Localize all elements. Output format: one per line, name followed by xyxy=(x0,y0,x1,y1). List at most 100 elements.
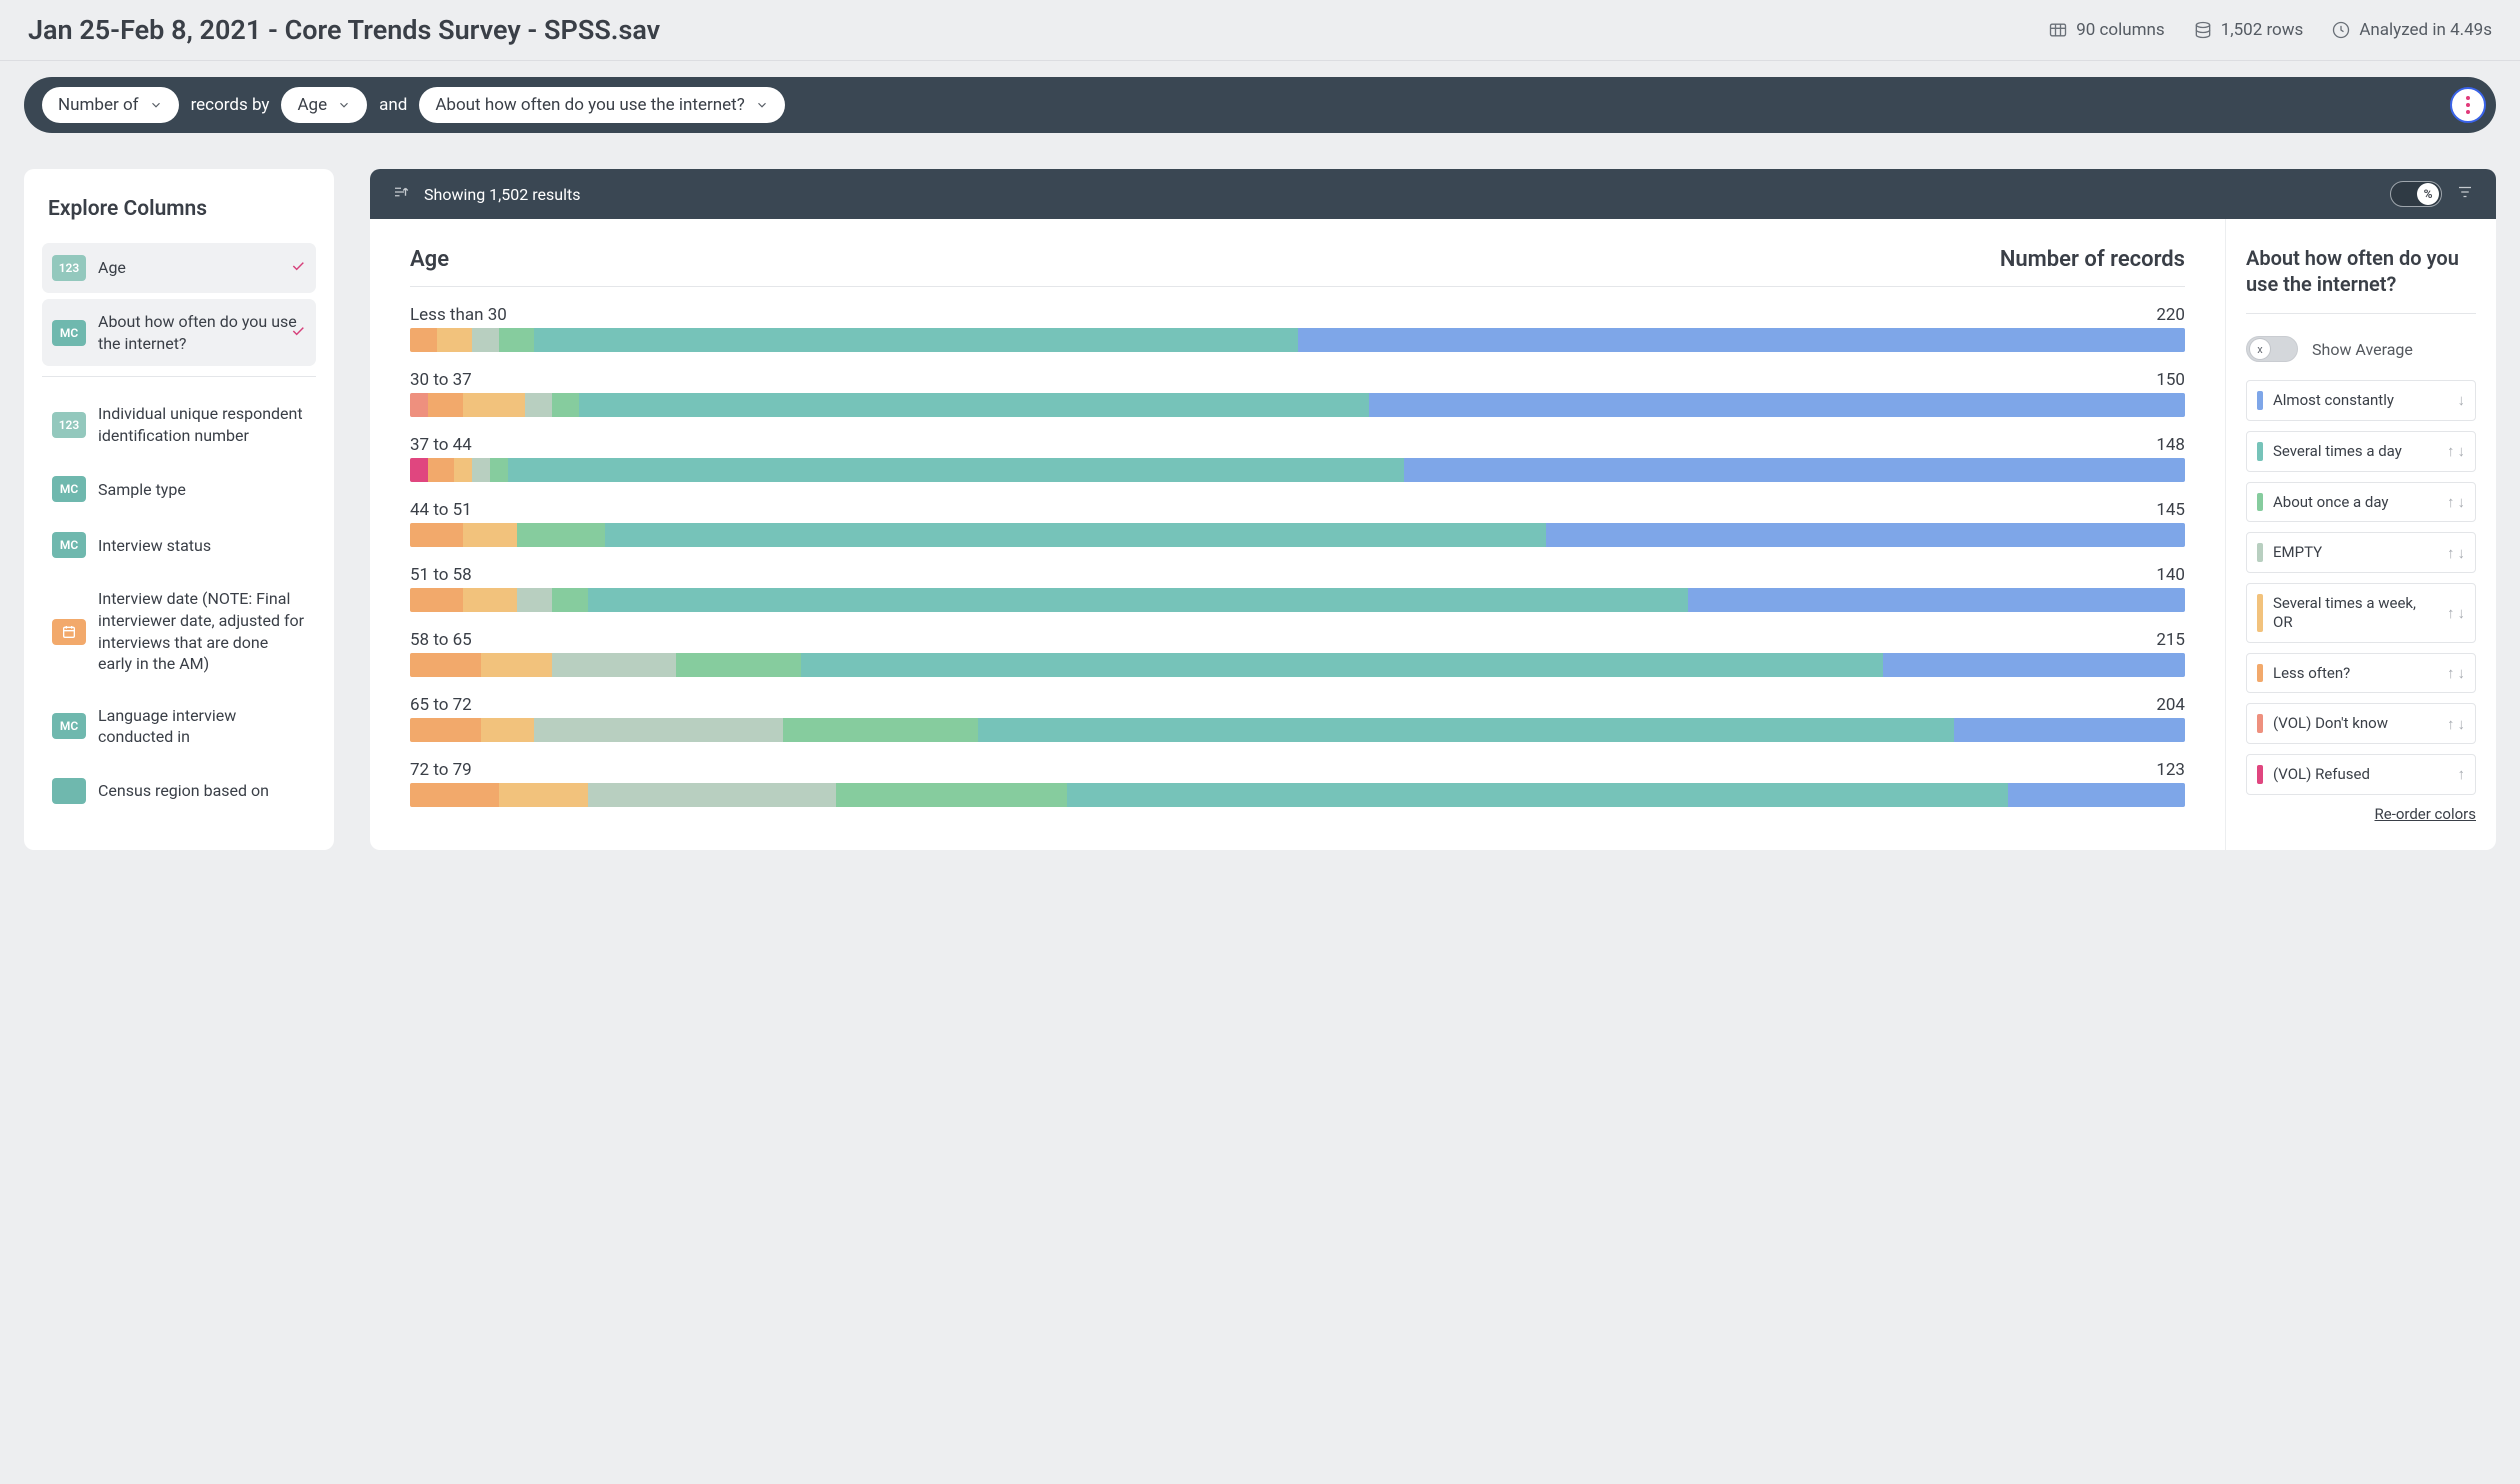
reorder-arrows: ↑↓ xyxy=(2447,493,2465,511)
sidebar-item[interactable]: MC Sample type xyxy=(42,464,316,514)
bar-segment[interactable] xyxy=(579,393,1369,417)
content-body: Age Number of records Less than 30 220 3… xyxy=(370,219,2496,850)
sidebar-item[interactable]: Census region based on xyxy=(42,766,316,816)
column-label: Individual unique respondent identificat… xyxy=(98,403,306,446)
dim1-select[interactable]: Age xyxy=(281,87,367,123)
bar-segment[interactable] xyxy=(499,783,588,807)
bar-segment[interactable] xyxy=(552,588,588,612)
move-down-icon[interactable]: ↓ xyxy=(2458,493,2466,511)
legend-item[interactable]: (VOL) Don't know ↑↓ xyxy=(2246,703,2476,744)
move-down-icon[interactable]: ↓ xyxy=(2458,664,2466,682)
bar-segment[interactable] xyxy=(1546,523,2185,547)
bar-segment[interactable] xyxy=(676,653,800,677)
bar-segment[interactable] xyxy=(454,458,472,482)
sidebar-item[interactable]: Interview date (NOTE: Final interviewer … xyxy=(42,576,316,686)
bar-segment[interactable] xyxy=(978,718,1954,742)
bar-segment[interactable] xyxy=(1954,718,2185,742)
bar-segment[interactable] xyxy=(1298,328,2186,352)
dim2-select[interactable]: About how often do you use the internet? xyxy=(419,87,784,123)
bar-segment[interactable] xyxy=(534,718,783,742)
move-up-icon[interactable]: ↑ xyxy=(2447,493,2455,511)
bar-segment[interactable] xyxy=(481,653,552,677)
move-up-icon[interactable]: ↑ xyxy=(2447,544,2455,562)
bar-segment[interactable] xyxy=(428,458,455,482)
bar-segment[interactable] xyxy=(552,653,676,677)
show-average-toggle[interactable]: x xyxy=(2246,336,2298,362)
legend-item[interactable]: Less often? ↑↓ xyxy=(2246,653,2476,694)
bar-segment[interactable] xyxy=(472,458,490,482)
bar-segment[interactable] xyxy=(552,393,579,417)
bar-segment[interactable] xyxy=(410,523,463,547)
move-up-icon[interactable]: ↑ xyxy=(2447,715,2455,733)
bar-segment[interactable] xyxy=(437,328,473,352)
bar-segment[interactable] xyxy=(410,393,428,417)
bar-segment[interactable] xyxy=(499,328,535,352)
bar-segment[interactable] xyxy=(605,523,1546,547)
bar-segment[interactable] xyxy=(1688,588,2185,612)
bar-segment[interactable] xyxy=(1369,393,2186,417)
move-down-icon[interactable]: ↓ xyxy=(2458,715,2466,733)
move-up-icon[interactable]: ↑ xyxy=(2447,442,2455,460)
legend-item[interactable]: Several times a day ↑↓ xyxy=(2246,431,2476,472)
bar-segment[interactable] xyxy=(410,458,428,482)
bar-segment[interactable] xyxy=(517,588,553,612)
sidebar-item[interactable]: 123 Individual unique respondent identif… xyxy=(42,391,316,458)
move-down-icon[interactable]: ↓ xyxy=(2458,391,2466,409)
bar-segment[interactable] xyxy=(428,393,464,417)
bar-segment[interactable] xyxy=(525,393,552,417)
legend-item[interactable]: EMPTY ↑↓ xyxy=(2246,532,2476,573)
chart-row: 51 to 58 140 xyxy=(410,565,2185,612)
sidebar-item[interactable]: MC Interview status xyxy=(42,520,316,570)
sidebar-item[interactable]: 123 Age xyxy=(42,243,316,293)
bar-segment[interactable] xyxy=(517,523,606,547)
query-bar: Number of records by Age and About how o… xyxy=(24,77,2496,133)
filter-icon[interactable] xyxy=(2456,183,2474,205)
move-up-icon[interactable]: ↑ xyxy=(2447,664,2455,682)
bar-segment[interactable] xyxy=(1404,458,2185,482)
bar-segment[interactable] xyxy=(588,783,837,807)
measure-select[interactable]: Number of xyxy=(42,87,179,123)
more-options-button[interactable] xyxy=(2450,87,2486,123)
reorder-colors-link[interactable]: Re-order colors xyxy=(2375,805,2477,823)
move-down-icon[interactable]: ↓ xyxy=(2458,604,2466,622)
bar-segment[interactable] xyxy=(801,653,1884,677)
bar-segment[interactable] xyxy=(2008,783,2186,807)
legend-item[interactable]: Several times a week, OR ↑↓ xyxy=(2246,583,2476,643)
bar-segment[interactable] xyxy=(508,458,1404,482)
bar-segment[interactable] xyxy=(410,783,499,807)
row-label: 58 to 65 xyxy=(410,630,472,650)
bar-segment[interactable] xyxy=(410,328,437,352)
move-down-icon[interactable]: ↓ xyxy=(2458,442,2466,460)
bar-segment[interactable] xyxy=(1067,783,2008,807)
bar-segment[interactable] xyxy=(534,328,1297,352)
legend-item[interactable]: About once a day ↑↓ xyxy=(2246,482,2476,523)
percent-toggle[interactable]: % xyxy=(2390,181,2442,207)
sidebar-item[interactable]: MC Language interview conducted in xyxy=(42,693,316,760)
bar-segment[interactable] xyxy=(481,718,534,742)
bar-segment[interactable] xyxy=(1883,653,2185,677)
sidebar-item[interactable]: MC About how often do you use the intern… xyxy=(42,299,316,366)
bar-segment[interactable] xyxy=(410,653,481,677)
bar-segment[interactable] xyxy=(410,588,463,612)
legend-label: (VOL) Refused xyxy=(2273,765,2448,784)
bar-segment[interactable] xyxy=(463,393,525,417)
bar-segment[interactable] xyxy=(463,523,516,547)
bar-segment[interactable] xyxy=(472,328,499,352)
bar-segment[interactable] xyxy=(836,783,1067,807)
legend-label: (VOL) Don't know xyxy=(2273,714,2437,733)
move-up-icon[interactable]: ↑ xyxy=(2458,765,2466,783)
move-up-icon[interactable]: ↑ xyxy=(2447,604,2455,622)
legend-item[interactable]: (VOL) Refused ↑ xyxy=(2246,754,2476,795)
stacked-bar xyxy=(410,458,2185,482)
stacked-bar xyxy=(410,783,2185,807)
move-down-icon[interactable]: ↓ xyxy=(2458,544,2466,562)
bar-segment[interactable] xyxy=(783,718,978,742)
sort-asc-icon[interactable] xyxy=(392,183,410,205)
chart-header: Age Number of records xyxy=(410,247,2185,287)
bar-segment[interactable] xyxy=(490,458,508,482)
bar-segment[interactable] xyxy=(410,718,481,742)
bar-segment[interactable] xyxy=(588,588,1689,612)
bar-segment[interactable] xyxy=(463,588,516,612)
chart-area: Age Number of records Less than 30 220 3… xyxy=(370,219,2226,850)
legend-item[interactable]: Almost constantly ↓ xyxy=(2246,380,2476,421)
